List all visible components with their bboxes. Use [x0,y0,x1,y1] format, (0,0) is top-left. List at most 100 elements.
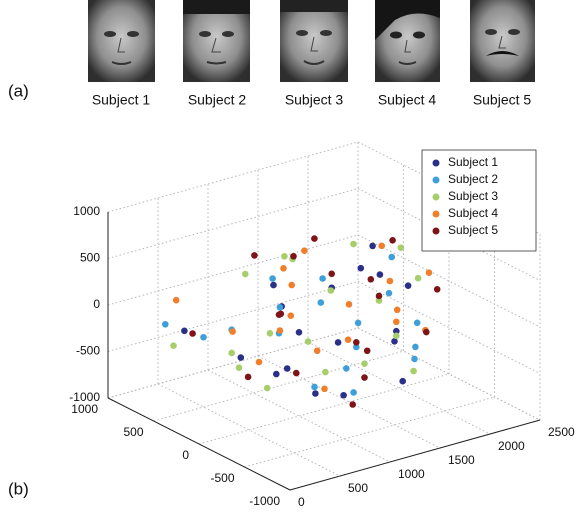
subject-caption: Subject 1 [92,92,151,108]
point [344,336,352,343]
point [425,269,433,276]
point [340,391,347,399]
point [295,329,303,336]
panel-label: (a) [8,81,29,100]
point [280,265,287,272]
point [378,242,386,250]
point [290,252,297,260]
point [353,339,360,346]
point [404,282,412,289]
point [266,330,274,337]
point [281,252,288,260]
point [162,321,169,328]
point [311,383,318,391]
y-tick-label: 1000 [71,402,98,416]
point [327,287,335,294]
grid-line [107,281,359,352]
grid-line [244,396,495,468]
point [276,303,284,311]
point [363,347,371,355]
point [433,286,441,293]
x-tick-label: 1000 [398,467,425,481]
grid-line [198,373,450,445]
point [354,319,362,327]
point [276,327,284,334]
point [412,343,419,351]
y-tick-label: -1000 [249,494,280,508]
x-tick-label: 500 [348,481,368,495]
point [357,264,365,272]
grid-line [157,383,341,477]
point [414,274,422,282]
grid-line [207,369,391,463]
point [228,349,235,357]
point [369,242,376,250]
point [328,270,336,278]
point [375,297,383,304]
faces [88,0,535,82]
legend-label: Subject 2 [448,172,498,186]
point [304,338,312,345]
point [393,318,400,326]
point [301,247,308,254]
point [189,330,196,337]
legend-marker [432,159,440,167]
z-tick-label: 0 [93,297,100,311]
point [397,244,405,251]
point [242,270,249,278]
point [263,384,271,392]
grid-line [107,327,359,399]
face-image [88,0,155,82]
point [350,389,357,396]
point [343,365,350,372]
point [244,373,252,381]
z-tick-label: 1000 [73,204,100,218]
face-image [280,0,348,82]
subject-caption: Subject 5 [473,92,532,108]
legend-marker [432,193,440,201]
point [312,390,319,397]
legend-label: Subject 5 [448,223,498,237]
point [349,401,357,408]
point [321,385,328,393]
legend-marker [432,210,440,218]
point [269,275,276,282]
point [181,327,188,335]
point [322,368,329,376]
subject-caption: Subject 2 [188,92,247,108]
point [391,338,398,345]
point [283,365,291,372]
grid-line [107,234,359,306]
grid-line [307,341,491,435]
point [293,369,300,377]
point [393,332,400,340]
legend-label: Subject 1 [448,155,498,169]
x-tick-label: 2000 [498,439,525,453]
point [270,281,277,289]
z-tick-label: -500 [76,344,100,358]
point [317,299,325,306]
y-tick-label: 500 [123,425,143,439]
subject-caption: Subject 4 [378,92,437,108]
y-tick-label: 0 [182,448,189,462]
x-tick-label: 0 [298,495,305,508]
point [334,339,342,346]
y-tick-label: -500 [210,471,234,485]
x-tick-label: 2500 [548,425,575,439]
point [311,235,318,242]
point [375,292,383,300]
scatter-3d: -1000-50005001000-1000-50005001000050010… [69,141,575,509]
point [200,333,207,341]
legend-label: Subject 4 [448,206,498,220]
point [235,364,243,372]
face-image [375,0,440,82]
point [423,328,430,336]
point [287,312,295,319]
legend-box [421,149,537,252]
point [376,271,384,278]
point [319,275,326,282]
axis-line [107,397,291,491]
point [389,237,396,244]
point [353,343,360,351]
